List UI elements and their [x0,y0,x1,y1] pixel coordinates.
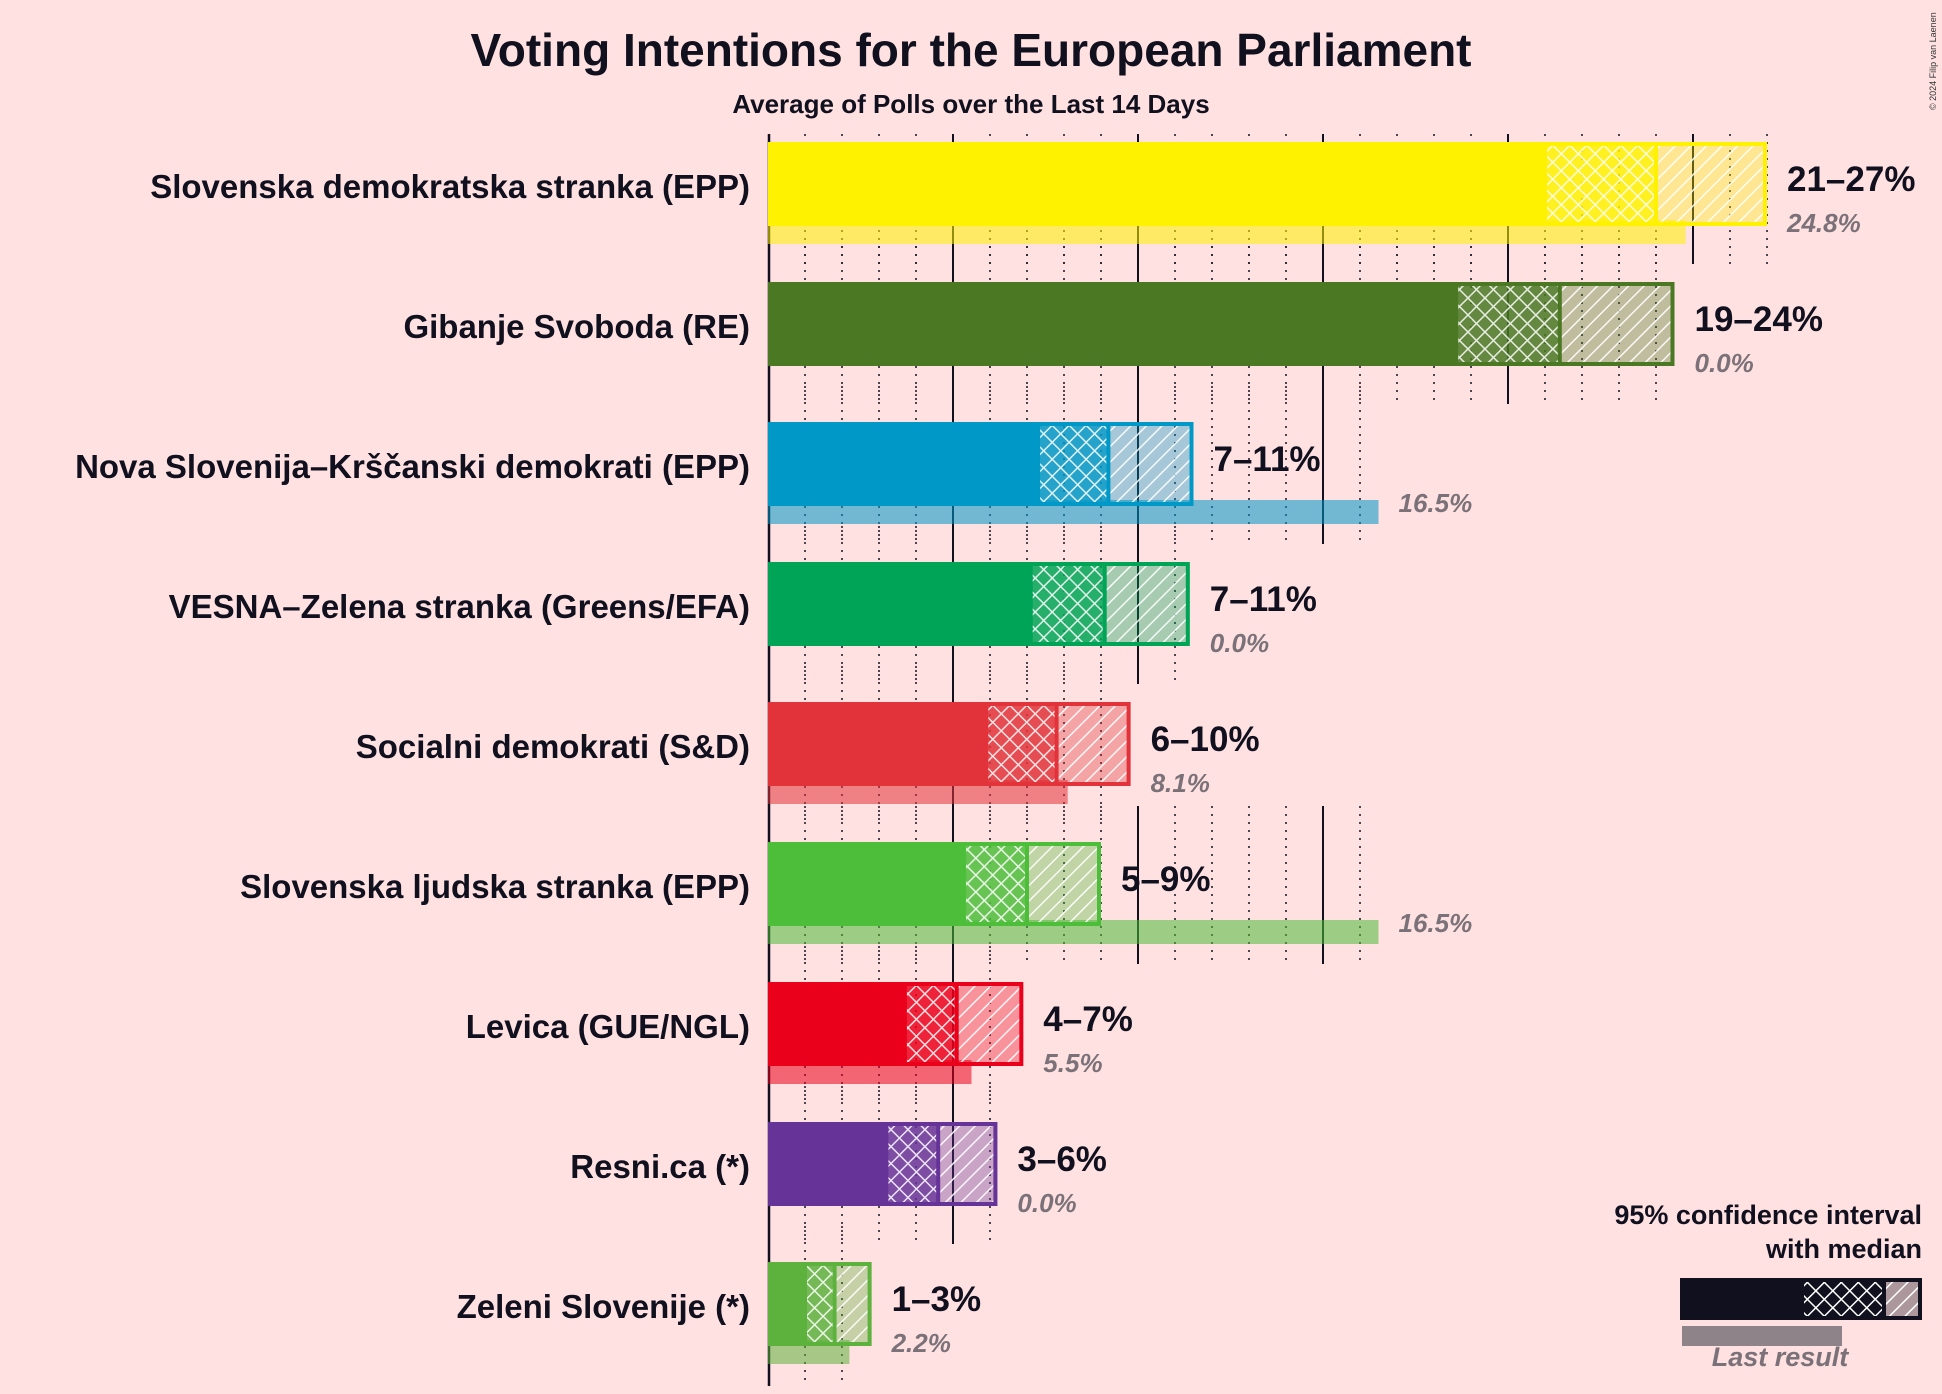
interval-crosshatch [986,702,1057,786]
interval-crosshatch [1038,422,1109,506]
interval-crosshatch [805,1262,835,1346]
interval-crosshatch [1456,282,1560,366]
last-result-label: 16.5% [1399,488,1473,518]
party-row: Slovenska ljudska stranka (EPP) 5–9% 16.5% [240,842,1472,944]
interval-diaghatch [1559,282,1675,366]
interval-crosshatch [886,1122,939,1206]
last-result-label: 2.2% [891,1328,951,1358]
range-label: 21–27% [1787,160,1915,199]
interval-bar-solid [768,422,1039,506]
legend-solid-swatch [1680,1278,1802,1320]
chart-title: Voting Intentions for the European Parli… [471,24,1472,76]
party-label: VESNA–Zelena stranka (Greens/EFA) [169,588,750,625]
interval-bar-solid [768,1262,805,1346]
interval-crosshatch [1030,562,1105,646]
range-label: 7–11% [1210,580,1317,619]
interval-diaghatch [938,1122,998,1206]
party-row: Zeleni Slovenije (*) 1–3% 2.2% [457,1262,982,1364]
last-result-label: 24.8% [1786,208,1861,238]
interval-bar-solid [768,142,1545,226]
legend-crosshatch-swatch [1802,1278,1884,1320]
interval-diaghatch [834,1262,872,1346]
party-row: Socialni demokrati (S&D) 6–10% 8.1% [356,702,1260,804]
copyright-notice: © 2024 Filip van Laenen [1928,12,1938,110]
last-result-label: 8.1% [1151,768,1210,798]
interval-diaghatch [1027,842,1101,926]
interval-diaghatch [956,982,1024,1066]
party-row: Nova Slovenija–Krščanski demokrati (EPP)… [75,422,1472,524]
party-label: Resni.ca (*) [570,1148,750,1185]
party-row: Levica (GUE/NGL) 4–7% 5.5% [466,982,1133,1084]
legend-title-line2: with median [1765,1234,1922,1264]
interval-bar-solid [768,702,987,786]
interval-bar-solid [768,562,1031,646]
interval-bar-solid [768,1122,887,1206]
interval-diaghatch [1104,562,1190,646]
party-row: Resni.ca (*) 3–6% 0.0% [570,1122,1107,1218]
interval-bar-solid [768,842,965,926]
party-label: Zeleni Slovenije (*) [457,1288,750,1325]
interval-bar-solid [768,982,905,1066]
range-label: 19–24% [1695,300,1823,339]
legend-title-line1: 95% confidence interval [1614,1200,1922,1230]
party-label: Gibanje Svoboda (RE) [403,308,750,345]
interval-diaghatch [1056,702,1131,786]
party-rows: Slovenska demokratska stranka (EPP) 21–27… [75,142,1915,1364]
legend-diag-swatch [1884,1278,1922,1320]
interval-diaghatch [1656,142,1767,226]
party-row: Gibanje Svoboda (RE) 19–24% 0.0% [403,282,1823,378]
interval-outline [902,982,1024,1066]
last-result-label: 0.0% [1017,1188,1076,1218]
interval-crosshatch [964,842,1027,926]
interval-outline [1028,562,1190,646]
last-result-label: 0.0% [1210,628,1269,658]
range-label: 6–10% [1151,720,1260,759]
interval-crosshatch [904,982,957,1066]
legend-interval-outline [1800,1278,1922,1320]
legend-last-result-swatch [1682,1326,1842,1346]
chart-subtitle: Average of Polls over the Last 14 Days [732,89,1209,119]
party-label: Levica (GUE/NGL) [466,1008,750,1045]
range-label: 7–11% [1214,440,1321,479]
interval-outline [884,1122,998,1206]
party-label: Socialni demokrati (S&D) [356,728,750,765]
legend: 95% confidence interval with median Last… [1614,1200,1922,1372]
last-result-label: 5.5% [1043,1048,1102,1078]
range-label: 4–7% [1043,1000,1133,1039]
range-label: 5–9% [1121,860,1211,899]
range-label: 3–6% [1017,1140,1107,1179]
interval-outline [1454,282,1675,366]
party-label: Nova Slovenija–Krščanski demokrati (EPP) [75,448,750,485]
interval-crosshatch [1545,142,1656,226]
party-label: Slovenska demokratska stranka (EPP) [150,168,750,205]
interval-outline [962,842,1101,926]
range-label: 1–3% [892,1280,982,1319]
last-result-label: 16.5% [1399,908,1473,938]
last-result-label: 0.0% [1695,348,1754,378]
interval-bar-solid [768,282,1457,366]
interval-outline [1036,422,1194,506]
legend-last-result-label: Last result [1712,1342,1850,1372]
party-row: Slovenska demokratska stranka (EPP) 21–27… [150,142,1915,244]
interval-diaghatch [1108,422,1194,506]
interval-outline [803,1262,872,1346]
party-row: VESNA–Zelena stranka (Greens/EFA) 7–11% 0.… [169,562,1317,658]
party-label: Slovenska ljudska stranka (EPP) [240,868,750,905]
